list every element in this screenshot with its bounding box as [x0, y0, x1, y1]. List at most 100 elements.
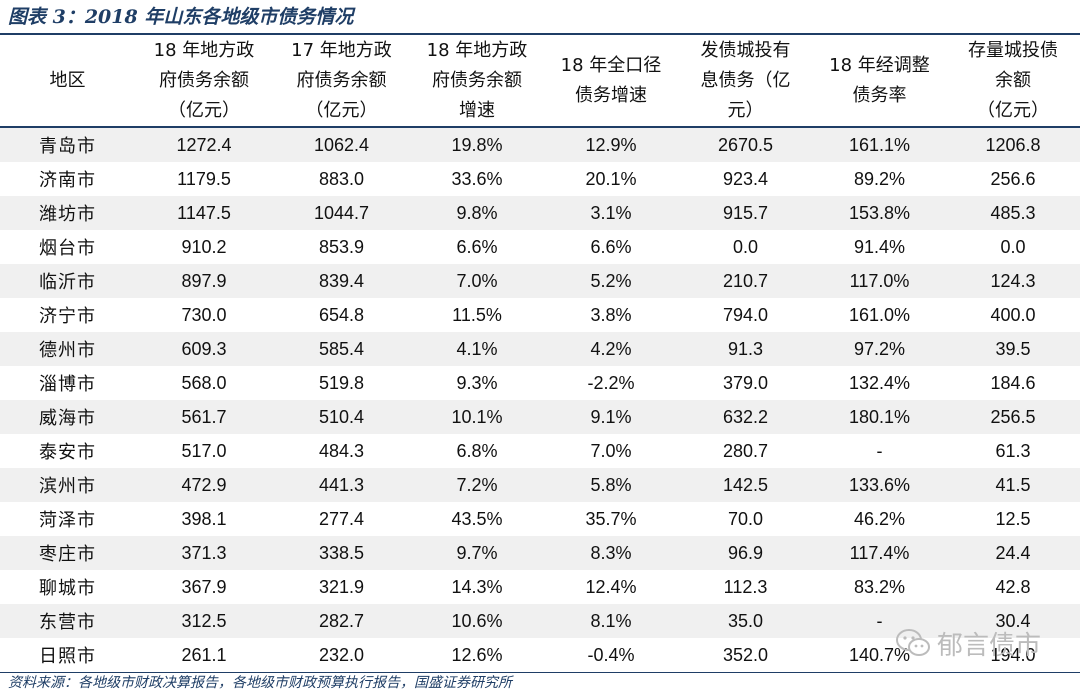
value-cell: 12.6%: [410, 638, 544, 673]
city-name-cell: 枣庄市: [0, 536, 135, 570]
value-cell: 180.1%: [813, 400, 946, 434]
column-header-line: 府债务余额: [296, 70, 387, 91]
value-cell: 89.2%: [813, 162, 946, 196]
value-cell: 910.2: [135, 230, 273, 264]
city-name-cell: 德州市: [0, 332, 135, 366]
column-header-line: 元）: [727, 100, 764, 121]
value-cell: 184.6: [946, 366, 1080, 400]
column-header-0: 地区: [0, 36, 135, 128]
header-row: 地区 18 年地方政 府债务余额 （亿元） 17 年地方政 府债务余额 （亿元） 18 年地方…: [0, 36, 1080, 128]
value-cell: 9.1%: [544, 400, 678, 434]
value-cell: 632.2: [678, 400, 813, 434]
table-row: 威海市 561.7 510.4 10.1% 9.1% 632.2 180.1% 256.5: [0, 400, 1080, 434]
value-cell: 9.7%: [410, 536, 544, 570]
value-cell: 7.0%: [544, 434, 678, 468]
table-row: 枣庄市 371.3 338.5 9.7% 8.3% 96.9 117.4% 24.4: [0, 536, 1080, 570]
column-header-line: 余额: [995, 70, 1031, 91]
value-cell: 2670.5: [678, 127, 813, 162]
value-cell: 561.7: [135, 400, 273, 434]
column-header-4: 18 年全口径 债务增速: [544, 36, 678, 128]
value-cell: 398.1: [135, 502, 273, 536]
value-cell: 91.3: [678, 332, 813, 366]
table-row: 德州市 609.3 585.4 4.1% 4.2% 91.3 97.2% 39.5: [0, 332, 1080, 366]
value-cell: 472.9: [135, 468, 273, 502]
value-cell: 210.7: [678, 264, 813, 298]
column-header-line: 息债务（亿: [700, 70, 791, 91]
value-cell: 11.5%: [410, 298, 544, 332]
column-header-line: 地区: [49, 70, 86, 91]
value-cell: 9.8%: [410, 196, 544, 230]
value-cell: 117.0%: [813, 264, 946, 298]
column-header-line: 18 年地方政: [426, 40, 528, 61]
value-cell: 5.8%: [544, 468, 678, 502]
table-row: 潍坊市 1147.5 1044.7 9.8% 3.1% 915.7 153.8% 485.3: [0, 196, 1080, 230]
value-cell: 1044.7: [273, 196, 410, 230]
value-cell: 39.5: [946, 332, 1080, 366]
value-cell: 83.2%: [813, 570, 946, 604]
value-cell: 312.5: [135, 604, 273, 638]
city-name-cell: 泰安市: [0, 434, 135, 468]
city-name-cell: 菏泽市: [0, 502, 135, 536]
debt-table: 地区 18 年地方政 府债务余额 （亿元） 17 年地方政 府债务余额 （亿元） 18 年地方…: [0, 36, 1080, 673]
city-name-cell: 淄博市: [0, 366, 135, 400]
source-note: 资料来源：各地级市财政决算报告，各地级市财政预算执行报告，国盛证券研究所: [8, 675, 512, 691]
value-cell: 897.9: [135, 264, 273, 298]
value-cell: 61.3: [946, 434, 1080, 468]
value-cell: 1062.4: [273, 127, 410, 162]
value-cell: 915.7: [678, 196, 813, 230]
value-cell: 256.6: [946, 162, 1080, 196]
column-header-line: 发债城投有: [700, 40, 791, 61]
watermark-text: 郁言债市: [937, 630, 1042, 661]
column-header-line: 府债务余额: [159, 70, 249, 91]
value-cell: 35.7%: [544, 502, 678, 536]
table-body: 青岛市 1272.4 1062.4 19.8% 12.9% 2670.5 161.1% 120…: [0, 127, 1080, 673]
city-name-cell: 青岛市: [0, 127, 135, 162]
table-row: 泰安市 517.0 484.3 6.8% 7.0% 280.7-61.3: [0, 434, 1080, 468]
value-cell: 568.0: [135, 366, 273, 400]
value-cell: 10.1%: [410, 400, 544, 434]
value-cell: 371.3: [135, 536, 273, 570]
value-cell: 8.1%: [544, 604, 678, 638]
city-name-cell: 潍坊市: [0, 196, 135, 230]
column-header-5: 发债城投有息债务（亿元）: [678, 36, 813, 128]
column-header-line: 18 年经调整: [829, 55, 930, 76]
value-cell: 883.0: [273, 162, 410, 196]
value-cell: 97.2%: [813, 332, 946, 366]
table-row: 烟台市 910.2 853.9 6.6% 6.6% 0.0 91.4% 0.0: [0, 230, 1080, 264]
value-cell: 923.4: [678, 162, 813, 196]
value-cell: 8.3%: [544, 536, 678, 570]
value-cell: 261.1: [135, 638, 273, 673]
value-cell: 12.5: [946, 502, 1080, 536]
value-cell: 352.0: [678, 638, 813, 673]
city-name-cell: 济南市: [0, 162, 135, 196]
value-cell: 20.1%: [544, 162, 678, 196]
table-row: 菏泽市 398.1 277.4 43.5% 35.7% 70.0 46.2% 12.5: [0, 502, 1080, 536]
value-cell: 585.4: [273, 332, 410, 366]
table-row: 青岛市 1272.4 1062.4 19.8% 12.9% 2670.5 161.1% 120…: [0, 127, 1080, 162]
value-cell: 6.6%: [544, 230, 678, 264]
value-cell: 70.0: [678, 502, 813, 536]
value-cell: 3.8%: [544, 298, 678, 332]
value-cell: 12.4%: [544, 570, 678, 604]
wechat-icon: [896, 629, 930, 656]
value-cell: 4.1%: [410, 332, 544, 366]
value-cell: 43.5%: [410, 502, 544, 536]
value-cell: 142.5: [678, 468, 813, 502]
value-cell: 510.4: [273, 400, 410, 434]
column-header-line: 府债务余额: [432, 70, 522, 91]
value-cell: 0.0: [946, 230, 1080, 264]
value-cell: 9.3%: [410, 366, 544, 400]
value-cell: 132.4%: [813, 366, 946, 400]
column-header-line: 债务率: [852, 85, 907, 106]
value-cell: -: [813, 434, 946, 468]
column-header-line: 存量城投债: [968, 40, 1058, 61]
city-name-cell: 济宁市: [0, 298, 135, 332]
value-cell: 112.3: [678, 570, 813, 604]
city-name-cell: 临沂市: [0, 264, 135, 298]
value-cell: 1147.5: [135, 196, 273, 230]
value-cell: 1206.8: [946, 127, 1080, 162]
value-cell: 30.4: [946, 604, 1080, 638]
value-cell: 379.0: [678, 366, 813, 400]
value-cell: 277.4: [273, 502, 410, 536]
value-cell: 41.5: [946, 468, 1080, 502]
